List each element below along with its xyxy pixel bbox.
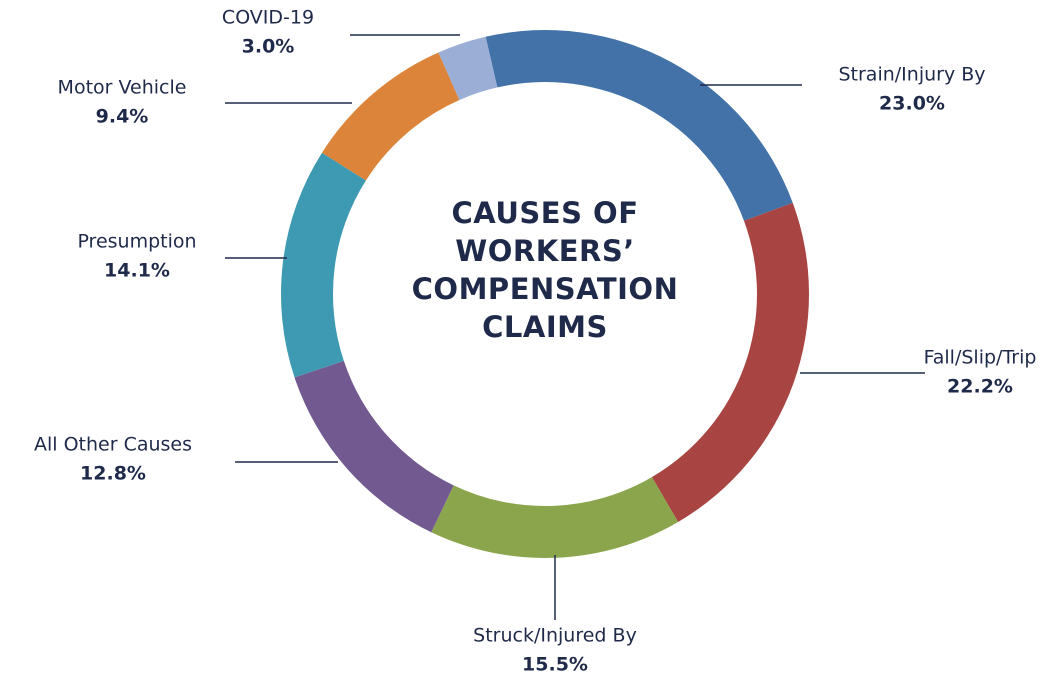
- slice-label: Motor Vehicle: [58, 77, 187, 99]
- value-label: 15.5%: [522, 654, 588, 676]
- slice-label: Strain/Injury By: [838, 64, 985, 86]
- value-label: 22.2%: [947, 376, 1013, 398]
- donut-slice: [431, 477, 679, 558]
- value-label: 9.4%: [96, 106, 149, 128]
- slice-label: Fall/Slip/Trip: [924, 347, 1037, 369]
- slice-label: All Other Causes: [34, 434, 192, 456]
- donut-slice: [485, 30, 793, 221]
- slice-label: Presumption: [77, 231, 196, 253]
- value-label: 23.0%: [879, 93, 945, 115]
- value-label: 14.1%: [104, 260, 170, 282]
- value-label: 3.0%: [242, 36, 295, 58]
- donut-slice: [651, 202, 809, 522]
- donut-slice: [438, 36, 498, 101]
- donut-slice: [281, 152, 366, 378]
- donut-slice: [294, 360, 454, 533]
- slice-label: Struck/Injured By: [473, 625, 637, 647]
- chart-title: CAUSES OF WORKERS’ COMPENSATION CLAIMS: [411, 196, 679, 344]
- slice-label: COVID-19: [222, 7, 314, 29]
- donut-slice: [321, 52, 460, 181]
- value-label: 12.8%: [80, 463, 146, 485]
